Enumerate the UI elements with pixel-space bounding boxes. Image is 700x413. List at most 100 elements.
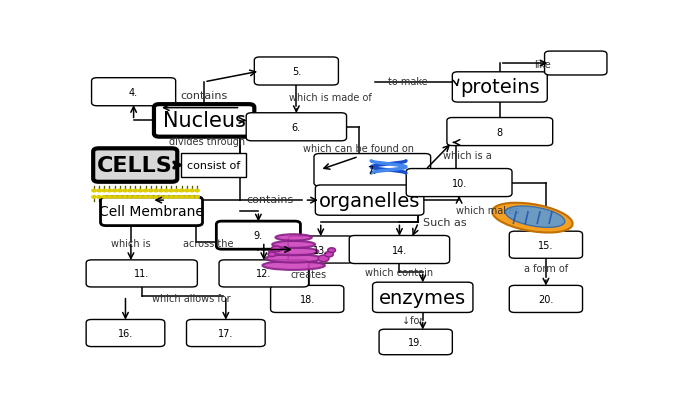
Circle shape <box>138 190 143 192</box>
Text: 4.: 4. <box>129 88 138 97</box>
Text: which can be found on: which can be found on <box>303 143 414 153</box>
FancyBboxPatch shape <box>372 282 473 313</box>
Text: contains: contains <box>246 195 294 205</box>
Circle shape <box>144 196 148 199</box>
Circle shape <box>179 196 184 199</box>
Circle shape <box>144 190 148 192</box>
Circle shape <box>138 196 143 199</box>
Ellipse shape <box>269 248 318 256</box>
Ellipse shape <box>266 255 321 263</box>
Circle shape <box>154 190 158 192</box>
Circle shape <box>92 190 96 192</box>
FancyBboxPatch shape <box>271 286 344 313</box>
Circle shape <box>102 196 106 199</box>
Text: Cell Membrane: Cell Membrane <box>99 205 204 219</box>
Circle shape <box>272 247 281 252</box>
Circle shape <box>92 196 96 199</box>
Text: Such as: Such as <box>423 218 466 228</box>
FancyBboxPatch shape <box>154 105 254 138</box>
Text: 6.: 6. <box>292 123 301 133</box>
Text: 20.: 20. <box>538 294 554 304</box>
FancyBboxPatch shape <box>93 149 177 182</box>
Text: 19.: 19. <box>408 337 424 347</box>
Circle shape <box>195 190 200 192</box>
FancyBboxPatch shape <box>181 154 246 178</box>
Circle shape <box>128 196 132 199</box>
Circle shape <box>122 196 127 199</box>
Circle shape <box>107 190 111 192</box>
Ellipse shape <box>272 241 315 248</box>
FancyBboxPatch shape <box>452 73 547 103</box>
FancyBboxPatch shape <box>186 320 265 347</box>
Text: 8: 8 <box>497 127 503 137</box>
FancyBboxPatch shape <box>219 260 309 287</box>
FancyBboxPatch shape <box>510 286 582 313</box>
FancyBboxPatch shape <box>101 197 202 226</box>
Text: which allows for: which allows for <box>153 293 231 303</box>
FancyBboxPatch shape <box>314 154 430 187</box>
Text: 17.: 17. <box>218 328 234 338</box>
Text: which makes: which makes <box>456 205 519 215</box>
Text: CELLS: CELLS <box>97 156 173 176</box>
Circle shape <box>97 190 102 192</box>
Text: which is made of: which is made of <box>289 93 372 103</box>
Text: 14.: 14. <box>392 245 407 255</box>
Text: which contain: which contain <box>365 267 433 277</box>
Text: 9.: 9. <box>254 230 263 241</box>
FancyBboxPatch shape <box>349 236 449 264</box>
Circle shape <box>174 196 179 199</box>
Text: enzymes: enzymes <box>379 288 466 307</box>
Text: divides through: divides through <box>169 137 245 147</box>
Circle shape <box>154 196 158 199</box>
Circle shape <box>118 196 122 199</box>
Circle shape <box>113 190 117 192</box>
Circle shape <box>164 196 168 199</box>
Text: creates: creates <box>290 270 327 280</box>
Circle shape <box>174 190 179 192</box>
FancyBboxPatch shape <box>315 185 424 216</box>
FancyBboxPatch shape <box>92 78 176 107</box>
Circle shape <box>190 196 194 199</box>
Text: 15.: 15. <box>538 240 554 250</box>
Circle shape <box>169 190 174 192</box>
Text: 13.: 13. <box>313 245 328 255</box>
Circle shape <box>113 196 117 199</box>
Text: to make: to make <box>388 76 428 86</box>
Circle shape <box>185 196 189 199</box>
Circle shape <box>118 190 122 192</box>
Ellipse shape <box>262 261 325 270</box>
FancyBboxPatch shape <box>288 236 354 263</box>
FancyBboxPatch shape <box>216 222 300 249</box>
Circle shape <box>107 196 111 199</box>
Circle shape <box>185 190 189 192</box>
Text: 10.: 10. <box>452 178 467 188</box>
Circle shape <box>122 190 127 192</box>
Circle shape <box>133 196 137 199</box>
Circle shape <box>159 190 163 192</box>
Text: ↓for: ↓for <box>402 315 423 325</box>
FancyBboxPatch shape <box>246 114 346 142</box>
FancyBboxPatch shape <box>510 232 582 259</box>
FancyBboxPatch shape <box>545 52 607 76</box>
Circle shape <box>169 196 174 199</box>
Text: 7.: 7. <box>368 166 377 176</box>
Circle shape <box>195 196 200 199</box>
Ellipse shape <box>505 206 565 228</box>
FancyBboxPatch shape <box>379 330 452 355</box>
FancyBboxPatch shape <box>86 320 164 347</box>
Circle shape <box>179 190 184 192</box>
Circle shape <box>148 196 153 199</box>
Text: across the: across the <box>183 239 234 249</box>
Text: 12.: 12. <box>256 269 272 279</box>
FancyBboxPatch shape <box>254 58 338 86</box>
FancyBboxPatch shape <box>447 118 553 146</box>
Circle shape <box>97 196 102 199</box>
Text: a form of: a form of <box>524 263 568 273</box>
Text: organelles: organelles <box>319 191 420 210</box>
Text: which is a: which is a <box>443 150 491 160</box>
Circle shape <box>328 248 335 253</box>
Text: Nucleus: Nucleus <box>162 111 246 131</box>
Text: consist of: consist of <box>187 161 240 171</box>
Text: contains: contains <box>181 91 228 101</box>
Circle shape <box>325 252 333 257</box>
